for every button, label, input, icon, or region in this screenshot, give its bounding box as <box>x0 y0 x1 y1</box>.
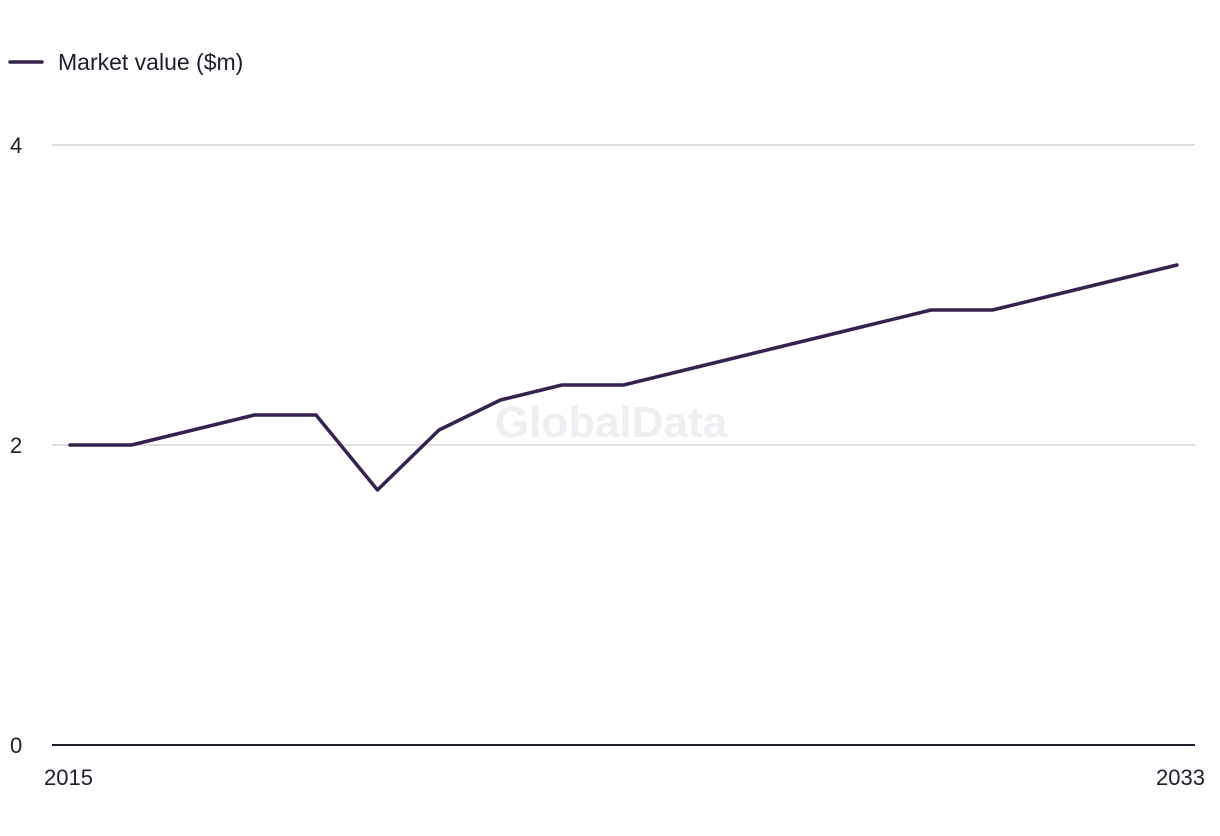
y-tick-label-0: 0 <box>10 733 22 758</box>
data-point-2019 <box>314 413 319 418</box>
data-point-2030 <box>990 308 995 313</box>
data-point-2028 <box>867 323 872 328</box>
y-tick-label-4: 4 <box>10 133 22 158</box>
series <box>68 263 1180 493</box>
legend: Market value ($m) <box>8 49 243 75</box>
data-point-2018 <box>252 413 257 418</box>
data-point-2016 <box>129 443 134 448</box>
data-point-2031 <box>1052 293 1057 298</box>
data-point-2025 <box>683 368 688 373</box>
x-tick-label-last: 2033 <box>1156 765 1205 790</box>
series-line-0 <box>68 263 1179 492</box>
data-point-2032 <box>1113 278 1118 283</box>
data-point-2027 <box>806 338 811 343</box>
data-point-2029 <box>929 308 934 313</box>
tick-labels: 0 2 4 2015 2033 <box>10 133 1205 790</box>
data-point-2015 <box>68 443 73 448</box>
legend-label-market-value: Market value ($m) <box>58 49 243 75</box>
data-point-2021 <box>437 428 442 433</box>
gridlines <box>52 144 1195 446</box>
data-point-2023 <box>560 383 565 388</box>
data-point-2020 <box>375 488 380 493</box>
data-point-2022 <box>498 398 503 403</box>
data-point-2026 <box>744 353 749 358</box>
watermark-text: GlobalData <box>495 398 728 447</box>
data-point-2033 <box>1175 263 1180 268</box>
x-tick-label-first: 2015 <box>44 765 93 790</box>
y-tick-label-2: 2 <box>10 433 22 458</box>
data-point-2024 <box>621 383 626 388</box>
data-point-2017 <box>191 428 196 433</box>
